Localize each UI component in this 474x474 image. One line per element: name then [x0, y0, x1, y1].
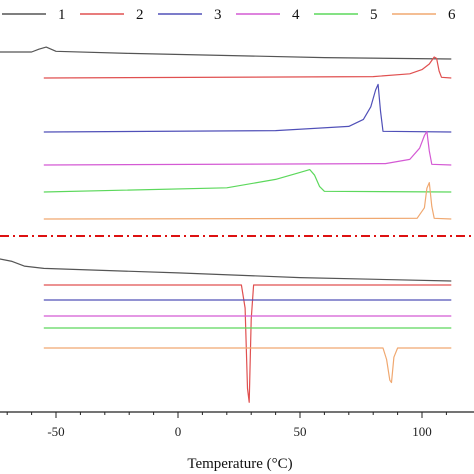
plot-area: [0, 46, 452, 403]
legend-label: 2: [136, 7, 144, 23]
cooling-curve-1: [0, 258, 452, 282]
cooling-curve-6: [43, 347, 452, 384]
legend-label: 1: [58, 7, 66, 23]
legend-item: 6: [392, 7, 456, 23]
legend-label: 6: [448, 7, 456, 23]
x-axis: -50 0 50 100: [0, 411, 474, 439]
legend-label: 3: [214, 7, 222, 23]
legend: 1 2 3 4 5 6: [2, 7, 456, 23]
heating-curve-5: [43, 169, 452, 193]
legend-label: 4: [292, 7, 300, 23]
heating-curve-1: [0, 46, 452, 60]
x-tick-label: 0: [175, 424, 182, 439]
x-tick-label: 50: [294, 424, 307, 439]
legend-item: 4: [236, 7, 300, 23]
heating-curve-2: [43, 56, 452, 79]
heating-curve-6: [43, 182, 452, 220]
cooling-curve-2: [43, 284, 452, 403]
x-tick-label: -50: [47, 424, 64, 439]
x-axis-label: Temperature (°C): [187, 456, 292, 472]
x-tick-label: 100: [412, 424, 432, 439]
legend-label: 5: [370, 7, 378, 23]
heating-curve-4: [43, 130, 452, 166]
legend-item: 3: [158, 7, 222, 23]
legend-item: 1: [2, 7, 66, 23]
legend-item: 2: [80, 7, 144, 23]
legend-item: 5: [314, 7, 378, 23]
heating-curve-3: [43, 83, 452, 133]
